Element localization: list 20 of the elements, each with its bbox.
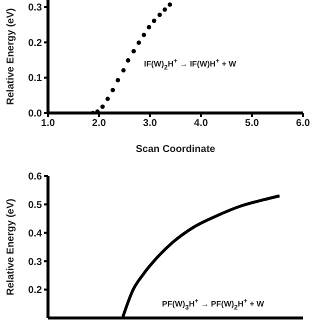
x-tick-label: 6.0 [296,118,310,130]
y-tick-label: 0.5 [28,200,42,211]
x-tick-label: 5.0 [245,118,260,130]
x-tick-label: 3.0 [143,118,158,130]
y-tick-label: 0.4 [28,228,42,240]
y-tick-label: 0.0 [28,108,42,120]
y-axis-title: Relative Energy (eV) [6,198,17,296]
y-tick-label: 0.3 [28,2,42,14]
y-tick-label: 0.1 [28,73,42,84]
y-tick-label: 0.3 [28,256,42,268]
y-tick-label: 0.2 [28,38,42,49]
x-tick-label: 1.0 [41,118,56,130]
y-tick-label: 0.2 [28,285,42,296]
y-axis-title: Relative Energy (eV) [6,8,17,105]
y-tick-label: 0.6 [28,172,42,183]
x-axis-title: Scan Coordinate [136,144,216,155]
text: PF(W)$_{3}$H$^{+}$ → PF(W)$_{2}$H$^{+}$ + W [162,298,264,312]
annotation: IF(W)$_{2}$H$^{+}$ → IF(W)H$^{+}$ + W [144,58,236,72]
x-tick-label: 2.0 [92,118,106,130]
x-tick-label: 4.0 [194,118,208,130]
